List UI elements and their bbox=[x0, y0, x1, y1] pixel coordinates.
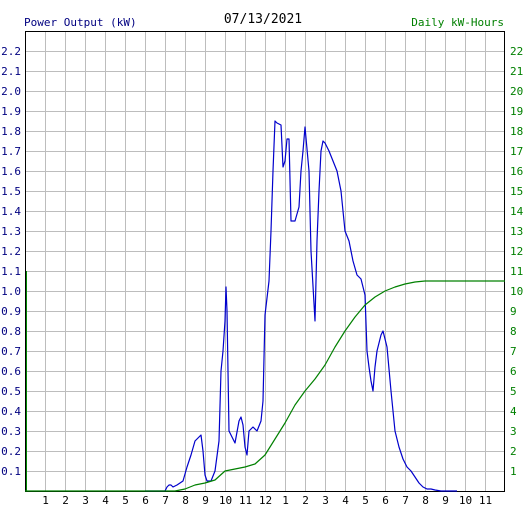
power-series-line bbox=[145, 120, 457, 492]
x-tick-label: 9 bbox=[442, 494, 449, 507]
y-left-tick-label: 1.3 bbox=[1, 225, 21, 238]
y-left-tick-label: 0.4 bbox=[1, 405, 21, 418]
y-left-tick-label: 0.1 bbox=[1, 465, 21, 478]
x-tick-label: 8 bbox=[422, 494, 429, 507]
energy-series-line bbox=[25, 280, 505, 492]
y-left-tick-label: 0.3 bbox=[1, 425, 21, 438]
y-left-tick-label: 1.6 bbox=[1, 165, 21, 178]
y-right-tick-label: 15 bbox=[510, 185, 523, 198]
y-left-tick-label: 1.2 bbox=[1, 245, 21, 258]
x-tick-label: 5 bbox=[122, 494, 129, 507]
x-tick-label: 3 bbox=[82, 494, 89, 507]
y-right-tick-label: 22 bbox=[510, 45, 523, 58]
x-tick-label: 10 bbox=[459, 494, 472, 507]
y-left-tick-label: 0.5 bbox=[1, 385, 21, 398]
y-left-tick-label: 0.8 bbox=[1, 325, 21, 338]
x-tick-label: 7 bbox=[162, 494, 169, 507]
y-right-tick-label: 1 bbox=[510, 465, 517, 478]
y-right-tick-label: 13 bbox=[510, 225, 523, 238]
y-left-tick-label: 1.7 bbox=[1, 145, 21, 158]
x-tick-label: 11 bbox=[239, 494, 252, 507]
y-right-tick-label: 20 bbox=[510, 85, 523, 98]
x-tick-label: 11 bbox=[479, 494, 492, 507]
x-tick-label: 2 bbox=[62, 494, 69, 507]
y-left-tick-label: 0.6 bbox=[1, 365, 21, 378]
x-tick-label: 1 bbox=[282, 494, 289, 507]
x-tick-label: 3 bbox=[322, 494, 329, 507]
series-layer bbox=[25, 120, 505, 492]
x-tick-label: 6 bbox=[142, 494, 149, 507]
x-tick-label: 10 bbox=[219, 494, 232, 507]
plot-frame bbox=[25, 31, 505, 492]
y-left-tick-label: 2.0 bbox=[1, 85, 21, 98]
y-right-tick-label: 7 bbox=[510, 345, 517, 358]
y-right-tick-label: 18 bbox=[510, 125, 523, 138]
y-left-tick-label: 1.4 bbox=[1, 205, 21, 218]
x-tick-label: 4 bbox=[102, 494, 109, 507]
left-axis-title: Power Output (kW) bbox=[24, 16, 137, 29]
y-right-tick-label: 4 bbox=[510, 405, 517, 418]
x-tick-label: 5 bbox=[362, 494, 369, 507]
y-left-tick-label: 0.7 bbox=[1, 345, 21, 358]
y-right-tick-label: 17 bbox=[510, 145, 523, 158]
y-left-tick-label: 0.9 bbox=[1, 305, 21, 318]
y-right-tick-label: 9 bbox=[510, 305, 517, 318]
x-tick-label: 2 bbox=[302, 494, 309, 507]
x-tick-label: 6 bbox=[382, 494, 389, 507]
y-right-tick-label: 8 bbox=[510, 325, 517, 338]
y-left-tick-label: 2.2 bbox=[1, 45, 21, 58]
x-tick-label: 1 bbox=[42, 494, 49, 507]
y-right-tick-label: 11 bbox=[510, 265, 523, 278]
y-right-tick-label: 6 bbox=[510, 365, 517, 378]
y-left-tick-label: 0.2 bbox=[1, 445, 21, 458]
y-left-tick-label: 1.5 bbox=[1, 185, 21, 198]
right-axis-title: Daily kW-Hours bbox=[411, 16, 504, 29]
x-tick-label: 7 bbox=[402, 494, 409, 507]
y-right-tick-label: 21 bbox=[510, 65, 523, 78]
x-tick-label: 8 bbox=[182, 494, 189, 507]
y-right-tick-label: 12 bbox=[510, 245, 523, 258]
y-right-tick-label: 16 bbox=[510, 165, 523, 178]
y-right-tick-label: 19 bbox=[510, 105, 523, 118]
x-tick-label: 4 bbox=[342, 494, 349, 507]
y-right-tick-label: 5 bbox=[510, 385, 517, 398]
y-left-tick-label: 1.9 bbox=[1, 105, 21, 118]
axis-label-layer: 1 2 3 4 5 6 7 8 9 10 11 12 1 2 3 4 5 6 7 8 9 10 110.10.20.30.4… bbox=[1, 45, 523, 507]
y-right-tick-label: 10 bbox=[510, 285, 523, 298]
x-tick-label: 9 bbox=[202, 494, 209, 507]
x-tick-label: 12 bbox=[259, 494, 272, 507]
y-left-tick-label: 1.1 bbox=[1, 265, 21, 278]
y-right-tick-label: 3 bbox=[510, 425, 517, 438]
y-left-tick-label: 2.1 bbox=[1, 65, 21, 78]
grid-layer bbox=[25, 31, 505, 492]
chart-date-title: 07/13/2021 bbox=[224, 12, 302, 27]
y-left-tick-label: 1.8 bbox=[1, 125, 21, 138]
y-right-tick-label: 2 bbox=[510, 445, 517, 458]
y-right-tick-label: 14 bbox=[510, 205, 524, 218]
y-left-tick-label: 1.0 bbox=[1, 285, 21, 298]
